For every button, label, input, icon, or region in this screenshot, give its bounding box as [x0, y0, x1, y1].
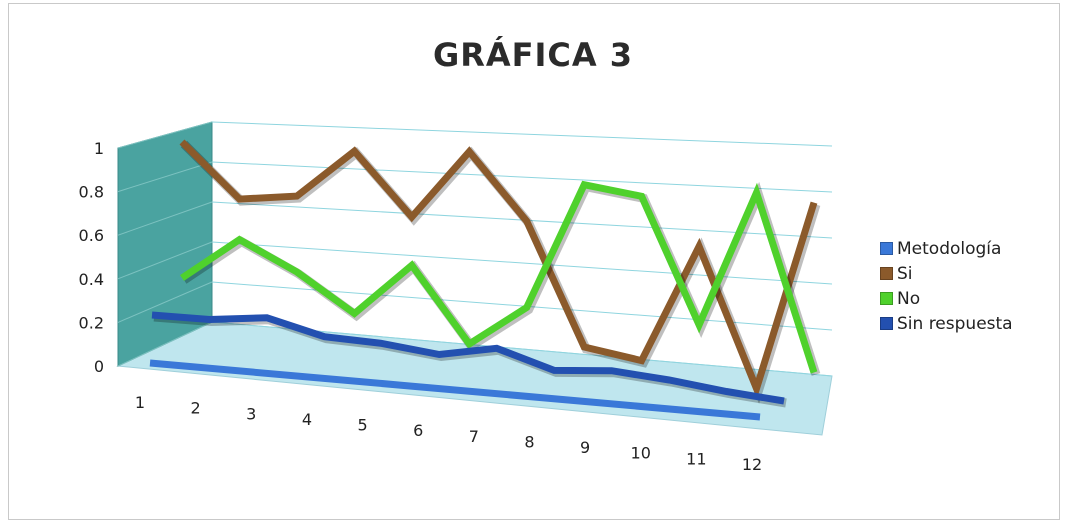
- y-tick-label: 1: [94, 139, 104, 158]
- x-tick-label: 11: [686, 449, 706, 468]
- legend-label: No: [897, 288, 921, 309]
- legend-swatch: [880, 267, 893, 280]
- series-line-si: [179, 139, 818, 399]
- y-tick-label: 0: [94, 357, 104, 376]
- x-tick-label: 12: [742, 455, 762, 474]
- legend-swatch: [880, 317, 893, 330]
- x-tick-label: 10: [631, 444, 651, 463]
- legend-item-sin-respuesta: Sin respuesta: [880, 311, 1013, 336]
- gridline: [211, 121, 833, 147]
- x-tick-label: 8: [524, 432, 534, 451]
- legend-label: Metodología: [897, 238, 1002, 259]
- x-tick-label: 6: [413, 421, 423, 440]
- side-gridline: [117, 241, 213, 280]
- y-tick-label: 0.4: [79, 270, 104, 289]
- chart-title: GRÁFICA 3: [432, 36, 634, 74]
- side-gridline: [117, 321, 213, 367]
- side-gridline: [117, 201, 213, 236]
- legend-label: Si: [897, 263, 913, 284]
- x-tick-label: 4: [302, 410, 312, 429]
- legend-item-metodologia: Metodología: [880, 236, 1013, 261]
- side-gridline: [117, 121, 213, 149]
- legend-swatch: [880, 292, 893, 305]
- legend-swatch: [880, 242, 893, 255]
- legend-item-no: No: [880, 286, 1013, 311]
- gridline: [211, 241, 833, 285]
- x-tick-label: 5: [357, 416, 367, 435]
- x-tick-label: 1: [135, 393, 145, 412]
- y-tick-label: 0.2: [79, 313, 104, 332]
- gridline: [211, 161, 833, 193]
- side-gridline: [117, 281, 213, 323]
- side-gridline: [117, 161, 213, 193]
- series-line-sin-respuesta: [151, 311, 785, 405]
- legend-item-si: Si: [880, 261, 1013, 286]
- legend: Metodología Si No Sin respuesta: [880, 236, 1013, 336]
- legend-label: Sin respuesta: [897, 313, 1013, 334]
- gridline: [211, 281, 833, 331]
- series-line-metodologia: [149, 359, 761, 421]
- x-tick-label: 3: [246, 404, 256, 423]
- x-tick-label: 2: [191, 399, 201, 418]
- y-tick-label: 0.8: [79, 183, 104, 202]
- x-tick-label: 7: [469, 427, 479, 446]
- x-tick-label: 9: [580, 438, 590, 457]
- y-tick-label: 0.6: [79, 226, 104, 245]
- series-line-no: [180, 180, 818, 374]
